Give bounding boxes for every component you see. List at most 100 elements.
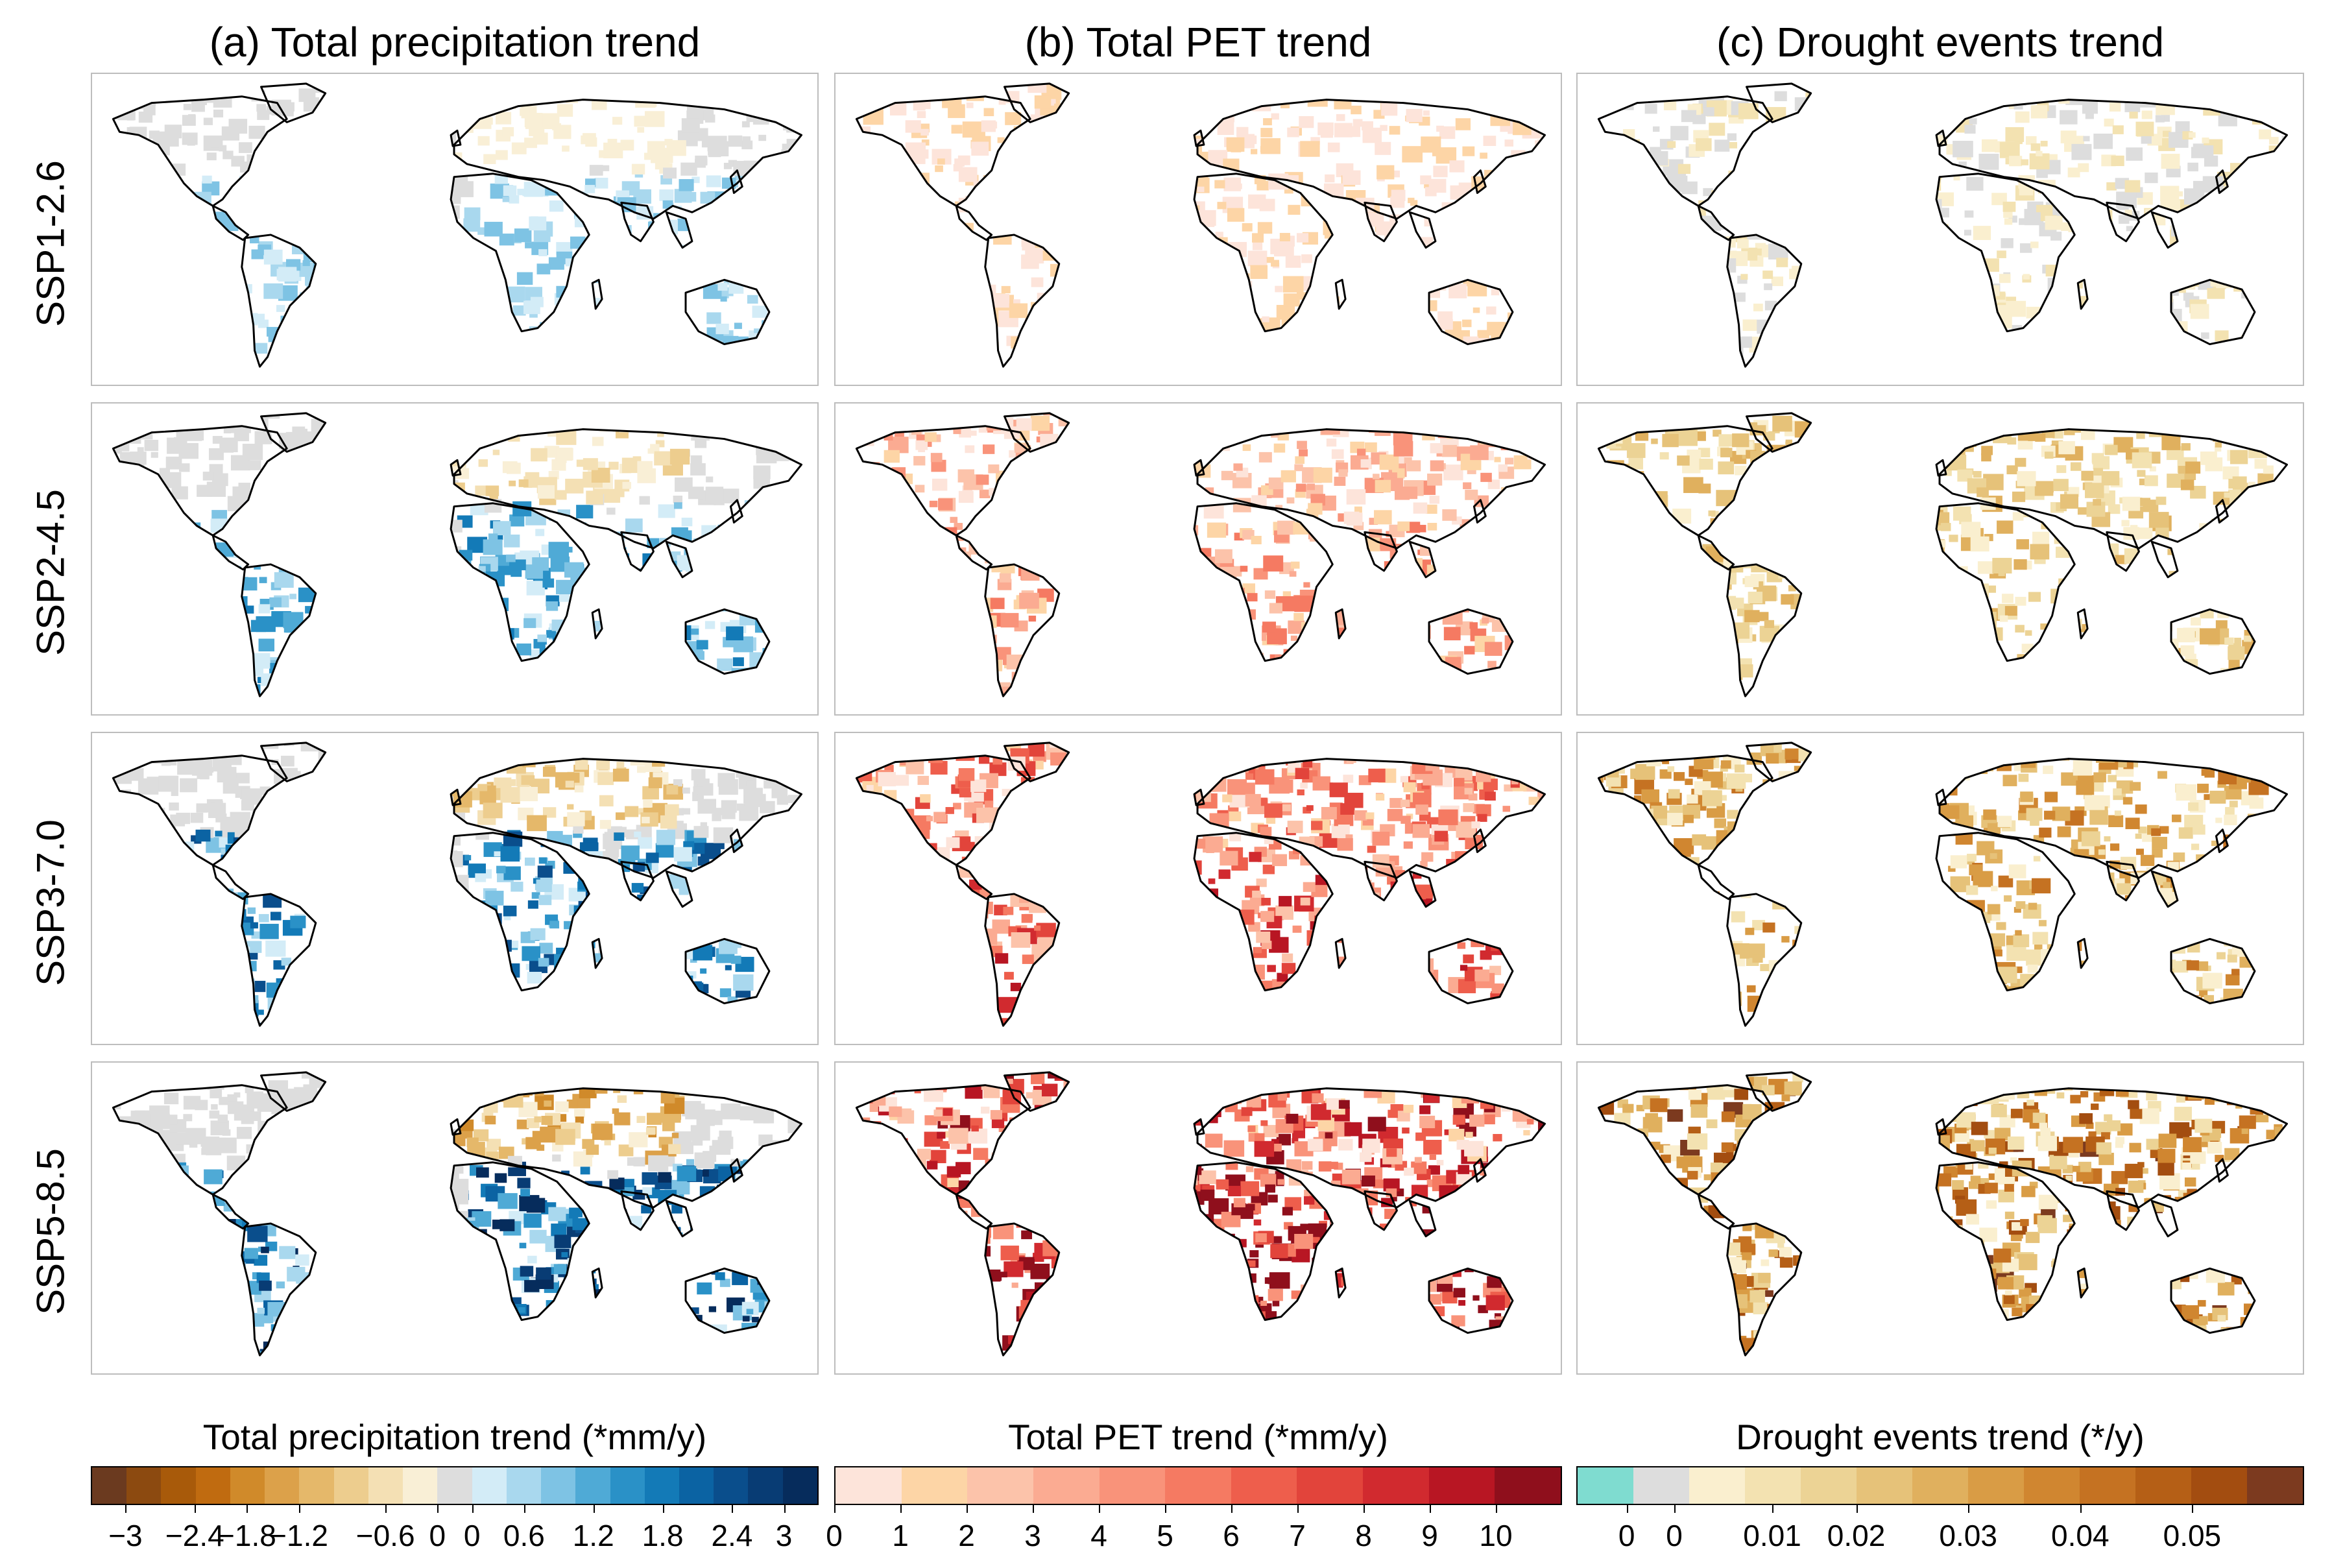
coastline-southAmerica <box>1726 563 1803 697</box>
trend-field <box>856 413 1545 697</box>
coastline-india <box>2106 531 2140 572</box>
map-panel-precipitation-4 <box>91 1061 819 1375</box>
colorbar-swatch <box>1633 1467 1689 1504</box>
coastline-africa <box>1935 832 2076 992</box>
coastline-africa <box>450 502 590 662</box>
colorbar-tickmark <box>784 1505 786 1513</box>
coastline-southAmerica <box>984 893 1061 1027</box>
coastline-uk <box>1193 1118 1205 1136</box>
coastline-australia <box>2170 278 2256 346</box>
colorbar-swatch <box>1968 1467 2024 1504</box>
coastline-australia <box>2170 608 2256 675</box>
trend-field <box>856 742 1545 1026</box>
coastline-madagascar <box>2076 937 2089 969</box>
colorbar-swatch <box>644 1467 679 1504</box>
column-title-drought: (c) Drought events trend <box>1716 19 2165 66</box>
colorbar-swatch <box>403 1467 438 1504</box>
coastline-japan <box>2215 499 2229 524</box>
colorbar-tickmark <box>1772 1505 1774 1513</box>
colorbar-swatch <box>161 1467 196 1504</box>
coastline-europeAsia <box>1196 428 1546 549</box>
trend-field <box>856 83 1545 367</box>
coastline-europeAsia <box>1938 1087 2289 1209</box>
coastline-europeAsia <box>1196 99 1546 220</box>
coastline-northAmerica <box>855 1084 1031 1196</box>
colorbar-swatch <box>541 1467 576 1504</box>
coastline-uk <box>450 459 462 477</box>
colorbar-tick-label: −2.4 <box>165 1519 224 1552</box>
coastline-seAsia <box>2150 1200 2179 1238</box>
coastline-australia <box>2170 937 2256 1005</box>
colorbar-swatch <box>2135 1467 2191 1504</box>
map-panel-drought-3 <box>1576 732 2304 1045</box>
world-map <box>1597 82 2289 368</box>
map-panel-pet-1 <box>834 73 1562 386</box>
map-panel-precipitation-3 <box>91 732 819 1045</box>
coastline-africa <box>450 1161 590 1321</box>
coastline-europeAsia <box>1938 99 2289 220</box>
coastline-japan <box>2215 1158 2229 1183</box>
colorbar-swatch <box>230 1467 265 1504</box>
coastline-madagascar <box>1334 937 1347 969</box>
coastline-australia <box>1428 1267 1514 1334</box>
colorbar-swatch <box>782 1467 817 1504</box>
coastline-africa <box>1193 173 1334 333</box>
coastline-japan <box>729 828 743 853</box>
colorbar-tickmark <box>1968 1505 1970 1513</box>
coastline-uk <box>1935 1118 1947 1136</box>
colorbar-swatch <box>1231 1467 1297 1504</box>
map-panel-precipitation-2 <box>91 402 819 716</box>
colorbar-pet <box>834 1466 1562 1505</box>
colorbar-swatch <box>1297 1467 1364 1504</box>
colorbar-swatch <box>472 1467 507 1504</box>
colorbar-tickmark <box>1165 1505 1166 1513</box>
colorbar-precipitation <box>91 1466 819 1505</box>
coastline-africa <box>450 832 590 992</box>
column-title-pet: (b) Total PET trend <box>1024 19 1372 66</box>
colorbar-swatch <box>901 1467 968 1504</box>
coastline-seAsia <box>665 540 693 579</box>
map-panel-pet-4 <box>834 1061 1562 1375</box>
colorbar-swatch <box>1801 1467 1857 1504</box>
row-label-ssp245: SSP2-4.5 <box>29 489 73 656</box>
coastline-northAmerica <box>112 1084 288 1196</box>
colorbar-tickmark <box>125 1505 127 1513</box>
colorbar-swatch <box>2024 1467 2080 1504</box>
coastline-africa <box>1935 173 2076 333</box>
coastline-northAmerica <box>112 754 288 866</box>
coastline-southAmerica <box>984 234 1061 368</box>
colorbar-swatch <box>368 1467 403 1504</box>
coastline-northAmerica <box>1597 754 1773 866</box>
colorbar-tick-label: 0 <box>826 1519 843 1552</box>
coastline-india <box>2106 860 2140 902</box>
coastline-northAmerica <box>855 425 1031 537</box>
colorbar-tick-label: 0.6 <box>503 1519 545 1552</box>
coastline-australia <box>684 1267 771 1334</box>
coastline-uk <box>1193 459 1205 477</box>
colorbar-tickmark <box>1430 1505 1431 1513</box>
colorbar-tick-label: 0.03 <box>1939 1519 1997 1552</box>
coastline-uk <box>450 129 462 147</box>
coastline-india <box>620 860 655 902</box>
trend-field <box>1598 413 2287 697</box>
colorbar-tick-label: 0.04 <box>2051 1519 2110 1552</box>
map-panel-pet-2 <box>834 402 1562 716</box>
coastline-europeAsia <box>453 99 803 220</box>
colorbar-swatch <box>1689 1467 1745 1504</box>
world-map <box>1597 742 2289 1027</box>
coastline-seAsia <box>1408 540 1437 579</box>
world-map <box>112 412 803 697</box>
colorbar-tick-label: 0 <box>1666 1519 1683 1552</box>
colorbar-swatch <box>1745 1467 1801 1504</box>
colorbar-tick-label: 2 <box>958 1519 975 1552</box>
map-panel-drought-4 <box>1576 1061 2304 1375</box>
coastline-australia <box>684 278 771 346</box>
colorbar-tick-label: 6 <box>1223 1519 1240 1552</box>
coastline-madagascar <box>2076 1267 2089 1299</box>
coastline-europeAsia <box>1938 758 2289 879</box>
colorbar-swatch <box>1428 1467 1495 1504</box>
colorbar-tick-label: 0.02 <box>1827 1519 1886 1552</box>
colorbar-swatch <box>1165 1467 1231 1504</box>
coastline-southAmerica <box>241 1222 317 1357</box>
colorbar-swatch <box>506 1467 542 1504</box>
